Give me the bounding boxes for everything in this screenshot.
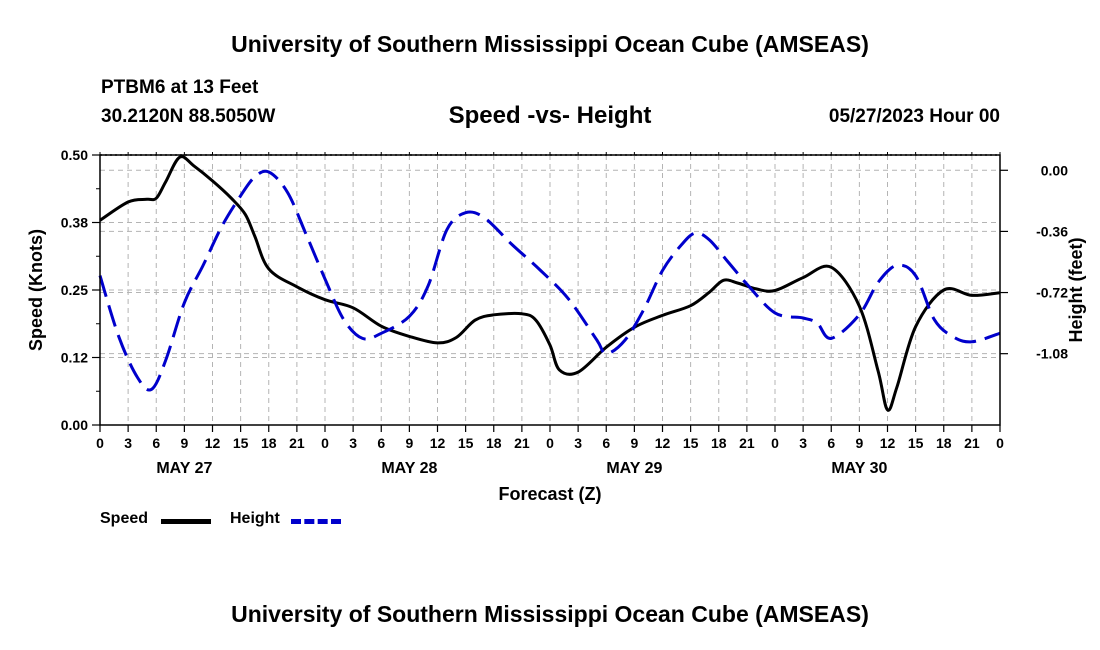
x-tick-label: 12	[430, 435, 446, 451]
y-right-tick-label: -1.08	[1036, 346, 1068, 362]
x-tick-label: 12	[880, 435, 896, 451]
chart-title: Speed -vs- Height	[448, 102, 652, 129]
x-tick-label: 12	[655, 435, 671, 451]
day-label: MAY 28	[381, 460, 437, 477]
y-left-tick-label: 0.00	[61, 417, 88, 433]
x-tick-label: 3	[574, 435, 582, 451]
series-line-height	[98, 169, 1001, 392]
x-tick-label: 6	[602, 435, 610, 451]
x-tick-label: 12	[205, 435, 221, 451]
series-layer	[98, 155, 1001, 412]
x-tick-label: 18	[936, 435, 952, 451]
grid	[100, 155, 1000, 425]
legend-speed-swatch	[161, 519, 211, 524]
y-right-tick-label: -0.36	[1036, 223, 1068, 239]
axes: 0 3 6 9 12 15 18 21 0 3 6 9 12 15 18 21 0 3 6 9 12 15 18 21 0 3 6 9…	[61, 147, 1068, 477]
x-tick-label: 3	[799, 435, 807, 451]
legend-height-swatch	[291, 519, 341, 524]
x-tick-label: 3	[349, 435, 357, 451]
x-tick-label: 6	[377, 435, 385, 451]
right-axis-title: Height (feet)	[1066, 238, 1086, 343]
x-tick-label: 0	[996, 435, 1004, 451]
station-label: PTBM6 at 13 Feet	[101, 77, 259, 98]
x-tick-label: 9	[630, 435, 638, 451]
y-right-tick-label: 0.00	[1041, 162, 1068, 178]
x-tick-label: 18	[261, 435, 277, 451]
x-tick-label: 18	[486, 435, 502, 451]
day-label: MAY 29	[606, 460, 662, 477]
x-tick-label: 0	[546, 435, 554, 451]
x-tick-label: 3	[124, 435, 132, 451]
y-left-tick-label: 0.12	[61, 350, 88, 366]
y-right-tick-label: -0.72	[1036, 285, 1068, 301]
location-label: 30.2120N 88.5050W	[101, 106, 276, 127]
page-title: University of Southern Mississippi Ocean…	[231, 31, 869, 57]
x-tick-label: 21	[739, 435, 755, 451]
y-left-tick-label: 0.38	[61, 215, 88, 231]
x-tick-label: 15	[458, 435, 474, 451]
x-tick-label: 9	[180, 435, 188, 451]
x-tick-label: 21	[514, 435, 530, 451]
day-label: MAY 27	[156, 460, 212, 477]
x-tick-label: 21	[289, 435, 305, 451]
y-left-tick-label: 0.25	[61, 282, 88, 298]
x-tick-label: 15	[908, 435, 924, 451]
x-tick-label: 0	[321, 435, 329, 451]
y-left-tick-label: 0.50	[61, 147, 88, 163]
x-tick-label: 9	[855, 435, 863, 451]
legend-speed-label: Speed	[100, 510, 149, 527]
x-tick-label: 6	[152, 435, 160, 451]
x-tick-label: 0	[96, 435, 104, 451]
left-axis-title: Speed (Knots)	[26, 229, 46, 351]
date-label: 05/27/2023 Hour 00	[828, 106, 1000, 127]
x-tick-label: 9	[405, 435, 413, 451]
footer-title: University of Southern Mississippi Ocean…	[231, 601, 869, 627]
day-label: MAY 30	[831, 460, 887, 477]
x-tick-label: 21	[964, 435, 980, 451]
x-tick-label: 15	[233, 435, 249, 451]
legend-height-label: Height	[230, 510, 280, 527]
series-line-speed	[99, 155, 1001, 412]
x-tick-label: 0	[771, 435, 779, 451]
x-tick-label: 6	[827, 435, 835, 451]
x-tick-label: 15	[683, 435, 699, 451]
x-axis-title: Forecast (Z)	[498, 484, 601, 504]
x-tick-label: 18	[711, 435, 727, 451]
